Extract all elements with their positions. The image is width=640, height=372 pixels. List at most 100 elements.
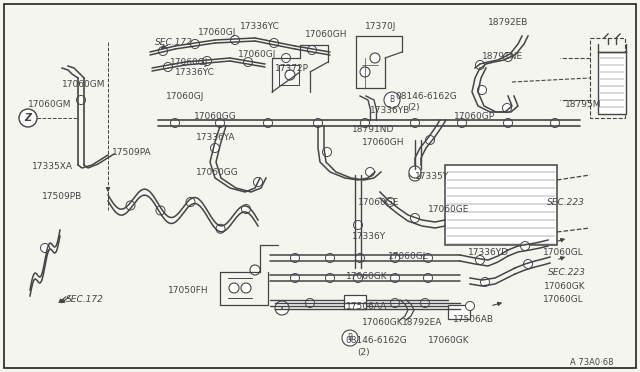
Text: 17509PB: 17509PB <box>42 192 83 201</box>
Text: 17370J: 17370J <box>365 22 396 31</box>
Bar <box>598 52 626 114</box>
Circle shape <box>409 169 421 181</box>
Text: 17060GE: 17060GE <box>358 198 399 207</box>
Text: 17060GJ: 17060GJ <box>238 50 276 59</box>
Circle shape <box>370 53 380 63</box>
Circle shape <box>77 96 86 105</box>
Text: 17060GK: 17060GK <box>346 272 388 281</box>
Circle shape <box>230 35 239 45</box>
Circle shape <box>241 205 250 214</box>
Circle shape <box>550 119 559 128</box>
Circle shape <box>476 61 484 70</box>
Circle shape <box>156 206 165 215</box>
Circle shape <box>170 119 179 128</box>
Circle shape <box>40 244 49 253</box>
Circle shape <box>360 67 370 77</box>
Circle shape <box>409 166 421 178</box>
Circle shape <box>353 221 362 230</box>
Circle shape <box>229 283 239 293</box>
Circle shape <box>342 330 358 346</box>
Text: 17060GK: 17060GK <box>362 318 404 327</box>
Circle shape <box>305 298 314 308</box>
Bar <box>445 165 557 245</box>
Text: 17506AB: 17506AB <box>453 315 494 324</box>
Circle shape <box>275 301 289 315</box>
Circle shape <box>353 273 362 282</box>
Circle shape <box>163 62 173 71</box>
Circle shape <box>250 265 260 275</box>
Circle shape <box>524 260 532 269</box>
Circle shape <box>291 273 300 282</box>
Text: 17336YB: 17336YB <box>370 106 410 115</box>
Circle shape <box>481 278 490 286</box>
Text: 17060GJ: 17060GJ <box>170 58 209 67</box>
Text: 17336YA: 17336YA <box>196 133 236 142</box>
Text: 17335XA: 17335XA <box>32 162 73 171</box>
Text: B: B <box>348 334 353 343</box>
Text: SEC.172: SEC.172 <box>155 38 193 47</box>
Text: 17060GH: 17060GH <box>305 30 348 39</box>
Text: Z: Z <box>24 113 31 123</box>
Text: (2): (2) <box>357 348 370 357</box>
Circle shape <box>307 45 317 55</box>
Text: 17060GL: 17060GL <box>388 252 429 261</box>
Circle shape <box>243 58 253 67</box>
Text: 17060GL: 17060GL <box>543 295 584 304</box>
Text: B: B <box>389 96 395 105</box>
Text: 17060GP: 17060GP <box>454 112 495 121</box>
Circle shape <box>126 201 135 210</box>
Circle shape <box>424 253 433 263</box>
Circle shape <box>424 273 433 282</box>
Circle shape <box>384 92 400 108</box>
Text: SEC.172: SEC.172 <box>66 295 104 304</box>
Circle shape <box>186 198 195 206</box>
Circle shape <box>159 46 168 55</box>
Circle shape <box>390 298 399 308</box>
Text: 17060GG: 17060GG <box>196 168 239 177</box>
Text: 17336Y: 17336Y <box>352 232 386 241</box>
Circle shape <box>355 253 365 263</box>
Text: 17060GK: 17060GK <box>544 282 586 291</box>
Circle shape <box>202 57 211 65</box>
Bar <box>344 295 366 309</box>
Circle shape <box>385 198 394 206</box>
Text: 17060GG: 17060GG <box>194 112 237 121</box>
Text: 17336YD: 17336YD <box>468 248 509 257</box>
Circle shape <box>426 135 435 144</box>
Text: SEC.223: SEC.223 <box>548 268 586 277</box>
Text: 17335Y: 17335Y <box>415 172 449 181</box>
Circle shape <box>504 52 513 61</box>
Text: 17060GM: 17060GM <box>62 80 106 89</box>
Circle shape <box>291 253 300 263</box>
Circle shape <box>191 39 200 48</box>
Text: 17336YC: 17336YC <box>240 22 280 31</box>
Circle shape <box>253 177 262 186</box>
Circle shape <box>216 119 225 128</box>
Circle shape <box>282 54 291 62</box>
Text: 18791ND: 18791ND <box>352 125 394 134</box>
Circle shape <box>465 301 474 311</box>
Circle shape <box>458 119 467 128</box>
Text: 18791NE: 18791NE <box>482 52 523 61</box>
Circle shape <box>314 119 323 128</box>
Text: 18795M: 18795M <box>565 100 602 109</box>
Circle shape <box>520 241 529 250</box>
Circle shape <box>420 298 429 308</box>
Circle shape <box>241 283 251 293</box>
Text: 17509PA: 17509PA <box>112 148 152 157</box>
Text: A 73A0·68: A 73A0·68 <box>570 358 614 367</box>
Circle shape <box>269 38 278 48</box>
Text: 17060GJ: 17060GJ <box>166 92 204 101</box>
Circle shape <box>390 273 399 282</box>
Circle shape <box>323 148 332 157</box>
Bar <box>590 38 625 118</box>
Circle shape <box>211 144 220 153</box>
Text: 17060GJ: 17060GJ <box>198 28 236 37</box>
Text: 18792EB: 18792EB <box>488 18 529 27</box>
Circle shape <box>476 256 484 264</box>
Text: 08146-6162G: 08146-6162G <box>345 336 407 345</box>
Circle shape <box>410 119 419 128</box>
Text: 18792EA: 18792EA <box>402 318 442 327</box>
Circle shape <box>326 253 335 263</box>
Circle shape <box>360 119 369 128</box>
